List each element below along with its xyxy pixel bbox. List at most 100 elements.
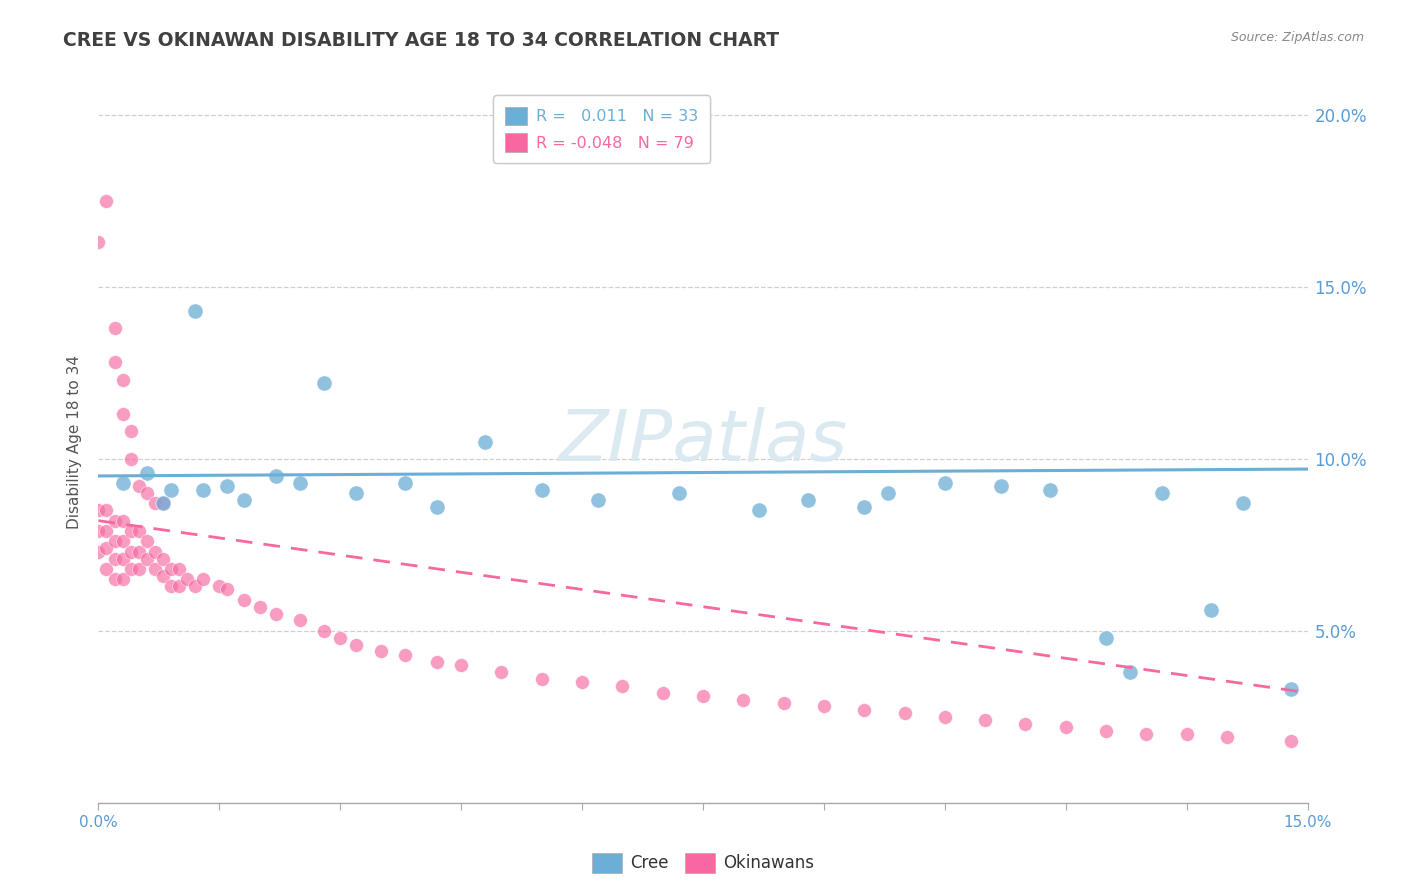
Point (160, 579, 183, 593)
Point (1232, 496, 1254, 510)
Point (87, 524, 110, 538)
Point (111, 551, 134, 566)
Point (853, 500, 876, 514)
Point (184, 303, 207, 318)
Point (426, 500, 449, 514)
Point (128, 544, 150, 558)
Point (1152, 486, 1174, 500)
Point (96, 524, 118, 538)
Point (329, 631, 352, 645)
Point (1014, 716, 1036, 731)
Point (1135, 727, 1157, 741)
Point (934, 475, 956, 490)
Point (135, 466, 157, 480)
Point (314, 624, 336, 638)
Point (1281, 682, 1303, 697)
Point (1281, 734, 1303, 748)
Point (1199, 603, 1222, 617)
Point (217, 582, 239, 597)
Point (772, 696, 794, 710)
Point (1095, 723, 1118, 738)
Point (143, 496, 166, 510)
Point (152, 551, 174, 566)
Point (733, 692, 755, 706)
Point (232, 493, 254, 508)
Point (586, 493, 609, 508)
Point (249, 599, 271, 614)
Point (87, 235, 110, 249)
Point (111, 407, 134, 421)
Point (111, 475, 134, 490)
Point (813, 699, 835, 714)
Point (160, 483, 183, 497)
Point (103, 572, 125, 586)
Point (394, 475, 416, 490)
Point (344, 638, 367, 652)
Text: CREE VS OKINAWAN DISABILITY AGE 18 TO 34 CORRELATION CHART: CREE VS OKINAWAN DISABILITY AGE 18 TO 34… (63, 31, 779, 50)
Point (96, 503, 118, 517)
Point (128, 562, 150, 576)
Point (1039, 483, 1062, 497)
Point (612, 679, 634, 693)
Point (651, 686, 673, 700)
Point (111, 534, 134, 549)
Point (344, 486, 367, 500)
Point (877, 486, 900, 500)
Point (1312, 496, 1334, 510)
Point (974, 713, 997, 727)
Point (152, 568, 174, 582)
Point (264, 607, 287, 621)
Text: ZIPatlas: ZIPatlas (558, 407, 848, 476)
Point (103, 321, 125, 335)
Point (668, 486, 690, 500)
Point (1216, 731, 1239, 745)
Point (1054, 720, 1077, 734)
Point (120, 544, 142, 558)
Point (1175, 727, 1198, 741)
Point (491, 665, 513, 679)
Point (128, 524, 150, 538)
Point (797, 493, 820, 508)
Point (152, 496, 174, 510)
Point (232, 592, 254, 607)
Point (103, 514, 125, 528)
Legend: Cree, Okinawans: Cree, Okinawans (585, 847, 821, 880)
Point (571, 675, 593, 690)
Point (853, 703, 876, 717)
Point (96, 194, 118, 208)
Point (160, 562, 183, 576)
Point (184, 579, 207, 593)
Point (314, 376, 336, 390)
Point (1119, 665, 1142, 679)
Point (288, 475, 311, 490)
Point (103, 551, 125, 566)
Text: Source: ZipAtlas.com: Source: ZipAtlas.com (1230, 31, 1364, 45)
Point (193, 483, 215, 497)
Point (87, 544, 110, 558)
Point (1095, 631, 1118, 645)
Point (135, 551, 157, 566)
Point (120, 424, 142, 438)
Point (143, 562, 166, 576)
Point (530, 672, 553, 686)
Point (288, 614, 311, 628)
Point (96, 562, 118, 576)
Point (120, 524, 142, 538)
Point (394, 648, 416, 662)
Point (217, 479, 239, 493)
Legend: R =   0.011   N = 33, R = -0.048   N = 79: R = 0.011 N = 33, R = -0.048 N = 79 (494, 95, 710, 162)
Point (167, 579, 190, 593)
Point (167, 562, 190, 576)
Point (120, 562, 142, 576)
Point (135, 534, 157, 549)
Point (934, 710, 956, 724)
Point (208, 579, 231, 593)
Point (111, 373, 134, 387)
Point (87, 503, 110, 517)
Point (96, 541, 118, 556)
Point (111, 572, 134, 586)
Point (103, 355, 125, 369)
Point (193, 572, 215, 586)
Point (103, 534, 125, 549)
Point (893, 706, 915, 721)
